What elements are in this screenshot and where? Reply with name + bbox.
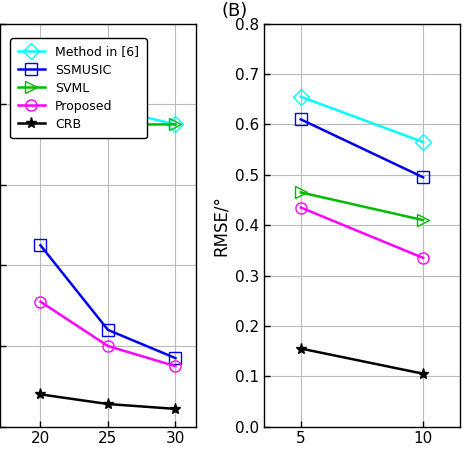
Legend: Method in [6], SSMUSIC, SVML, Proposed, CRB: Method in [6], SSMUSIC, SVML, Proposed, … <box>10 38 146 138</box>
Y-axis label: RMSE/°: RMSE/° <box>211 195 229 255</box>
Text: (B): (B) <box>221 1 247 19</box>
